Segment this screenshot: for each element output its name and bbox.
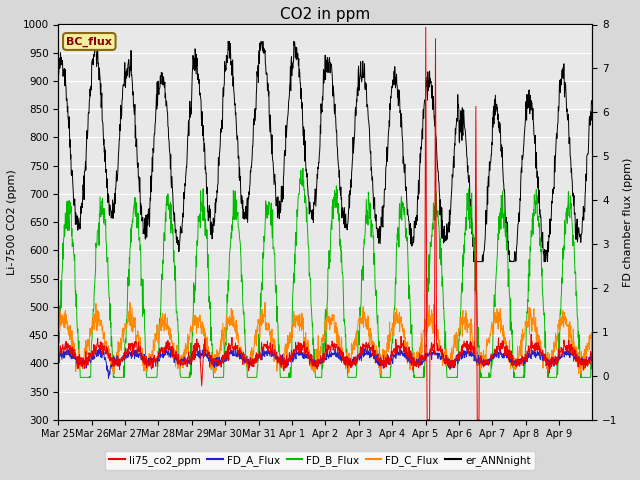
- Text: BC_flux: BC_flux: [67, 36, 112, 47]
- Legend: li75_co2_ppm, FD_A_Flux, FD_B_Flux, FD_C_Flux, er_ANNnight: li75_co2_ppm, FD_A_Flux, FD_B_Flux, FD_C…: [106, 451, 534, 470]
- Y-axis label: Li-7500 CO2 (ppm): Li-7500 CO2 (ppm): [7, 169, 17, 275]
- Title: CO2 in ppm: CO2 in ppm: [280, 7, 371, 22]
- Y-axis label: FD chamber flux (ppm): FD chamber flux (ppm): [623, 157, 633, 287]
